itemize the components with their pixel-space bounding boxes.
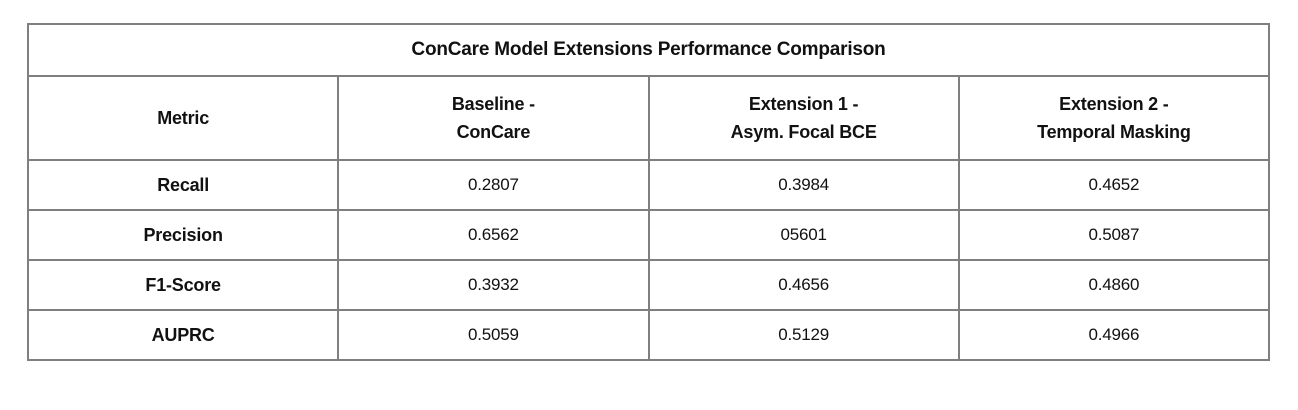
cell-recall-extension-2: 0.4652 <box>957 159 1271 211</box>
row-label-f1-score: F1-Score <box>26 259 340 311</box>
table-title: ConCare Model Extensions Performance Com… <box>27 23 1270 77</box>
cell-f1-extension-1: 0.4656 <box>647 259 960 311</box>
cell-auprc-extension-1: 0.5129 <box>647 309 960 361</box>
row-label-precision: Precision <box>26 209 340 261</box>
table-row-recall: Recall 0.2807 0.3984 0.4652 <box>26 159 1271 211</box>
table-row-auprc: AUPRC 0.5059 0.5129 0.4966 <box>26 309 1271 361</box>
row-label-auprc: AUPRC <box>26 309 340 361</box>
cell-precision-baseline: 0.6562 <box>337 209 650 261</box>
cell-recall-extension-1: 0.3984 <box>647 159 960 211</box>
table-row-f1-score: F1-Score 0.3932 0.4656 0.4860 <box>26 259 1271 311</box>
cell-auprc-extension-2: 0.4966 <box>957 309 1271 361</box>
row-label-recall: Recall <box>26 159 340 211</box>
cell-precision-extension-2: 0.5087 <box>957 209 1271 261</box>
performance-comparison-table: ConCare Model Extensions Performance Com… <box>26 23 1271 361</box>
table-row-precision: Precision 0.6562 05601 0.5087 <box>26 209 1271 261</box>
cell-f1-extension-2: 0.4860 <box>957 259 1271 311</box>
cell-recall-baseline: 0.2807 <box>337 159 650 211</box>
header-cell-extension-2: Extension 2 - Temporal Masking <box>957 75 1271 161</box>
cell-auprc-baseline: 0.5059 <box>337 309 650 361</box>
table-header-row: Metric Baseline - ConCare Extension 1 - … <box>26 75 1271 161</box>
header-cell-baseline-concare: Baseline - ConCare <box>337 75 650 161</box>
header-cell-metric: Metric <box>26 75 340 161</box>
header-cell-extension-1: Extension 1 - Asym. Focal BCE <box>647 75 960 161</box>
table-title-row: ConCare Model Extensions Performance Com… <box>27 23 1270 77</box>
cell-precision-extension-1: 05601 <box>647 209 960 261</box>
cell-f1-baseline: 0.3932 <box>337 259 650 311</box>
